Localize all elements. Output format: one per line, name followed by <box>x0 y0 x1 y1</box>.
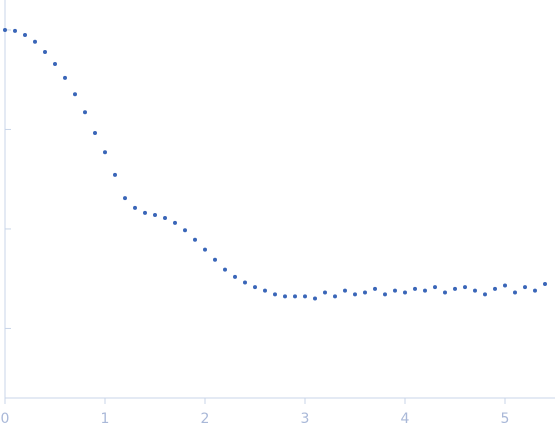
data-point <box>23 32 27 37</box>
data-point <box>373 286 377 291</box>
data-point <box>503 283 507 288</box>
data-point <box>343 288 347 293</box>
data-point <box>483 292 487 297</box>
data-point <box>13 28 17 33</box>
data-point <box>233 274 237 279</box>
data-point <box>273 292 277 297</box>
x-tick-label: 4 <box>401 411 410 427</box>
data-point <box>313 296 317 301</box>
data-point <box>543 281 547 286</box>
data-point <box>33 39 37 44</box>
data-point <box>3 27 7 32</box>
data-point <box>413 286 417 291</box>
data-point <box>363 290 367 295</box>
data-point <box>193 237 197 242</box>
data-point <box>153 213 157 218</box>
data-point <box>163 215 167 220</box>
data-point <box>83 110 87 115</box>
data-point <box>323 290 327 295</box>
x-tick-label: 2 <box>201 411 210 427</box>
data-point <box>263 288 267 293</box>
x-tick-label: 3 <box>301 411 310 427</box>
data-point <box>203 247 207 252</box>
x-tick-label: 0 <box>1 411 10 427</box>
data-point <box>213 257 217 262</box>
data-point <box>73 92 77 97</box>
data-point <box>93 131 97 136</box>
data-point <box>393 288 397 293</box>
data-point <box>523 285 527 290</box>
data-point <box>223 267 227 272</box>
data-point <box>253 285 257 290</box>
data-point <box>433 285 437 290</box>
data-point <box>353 292 357 297</box>
data-point <box>103 150 107 155</box>
data-point <box>303 294 307 299</box>
data-point <box>143 210 147 215</box>
data-point <box>283 294 287 299</box>
data-point <box>53 61 57 66</box>
data-point <box>133 205 137 210</box>
x-tick-label: 5 <box>501 411 510 427</box>
data-point <box>453 286 457 291</box>
data-point <box>43 50 47 55</box>
data-point <box>113 172 117 177</box>
data-point <box>383 292 387 297</box>
data-point <box>493 286 497 291</box>
data-point <box>473 288 477 293</box>
data-point <box>513 290 517 295</box>
x-tick-label: 1 <box>101 411 110 427</box>
data-point <box>333 294 337 299</box>
data-point <box>423 288 427 293</box>
data-point <box>183 228 187 233</box>
data-point <box>63 75 67 80</box>
data-point <box>533 288 537 293</box>
data-point <box>403 290 407 295</box>
data-point <box>243 280 247 285</box>
data-point <box>123 196 127 201</box>
data-point <box>463 285 467 290</box>
data-point <box>293 294 297 299</box>
data-point <box>173 220 177 225</box>
data-point <box>443 290 447 295</box>
